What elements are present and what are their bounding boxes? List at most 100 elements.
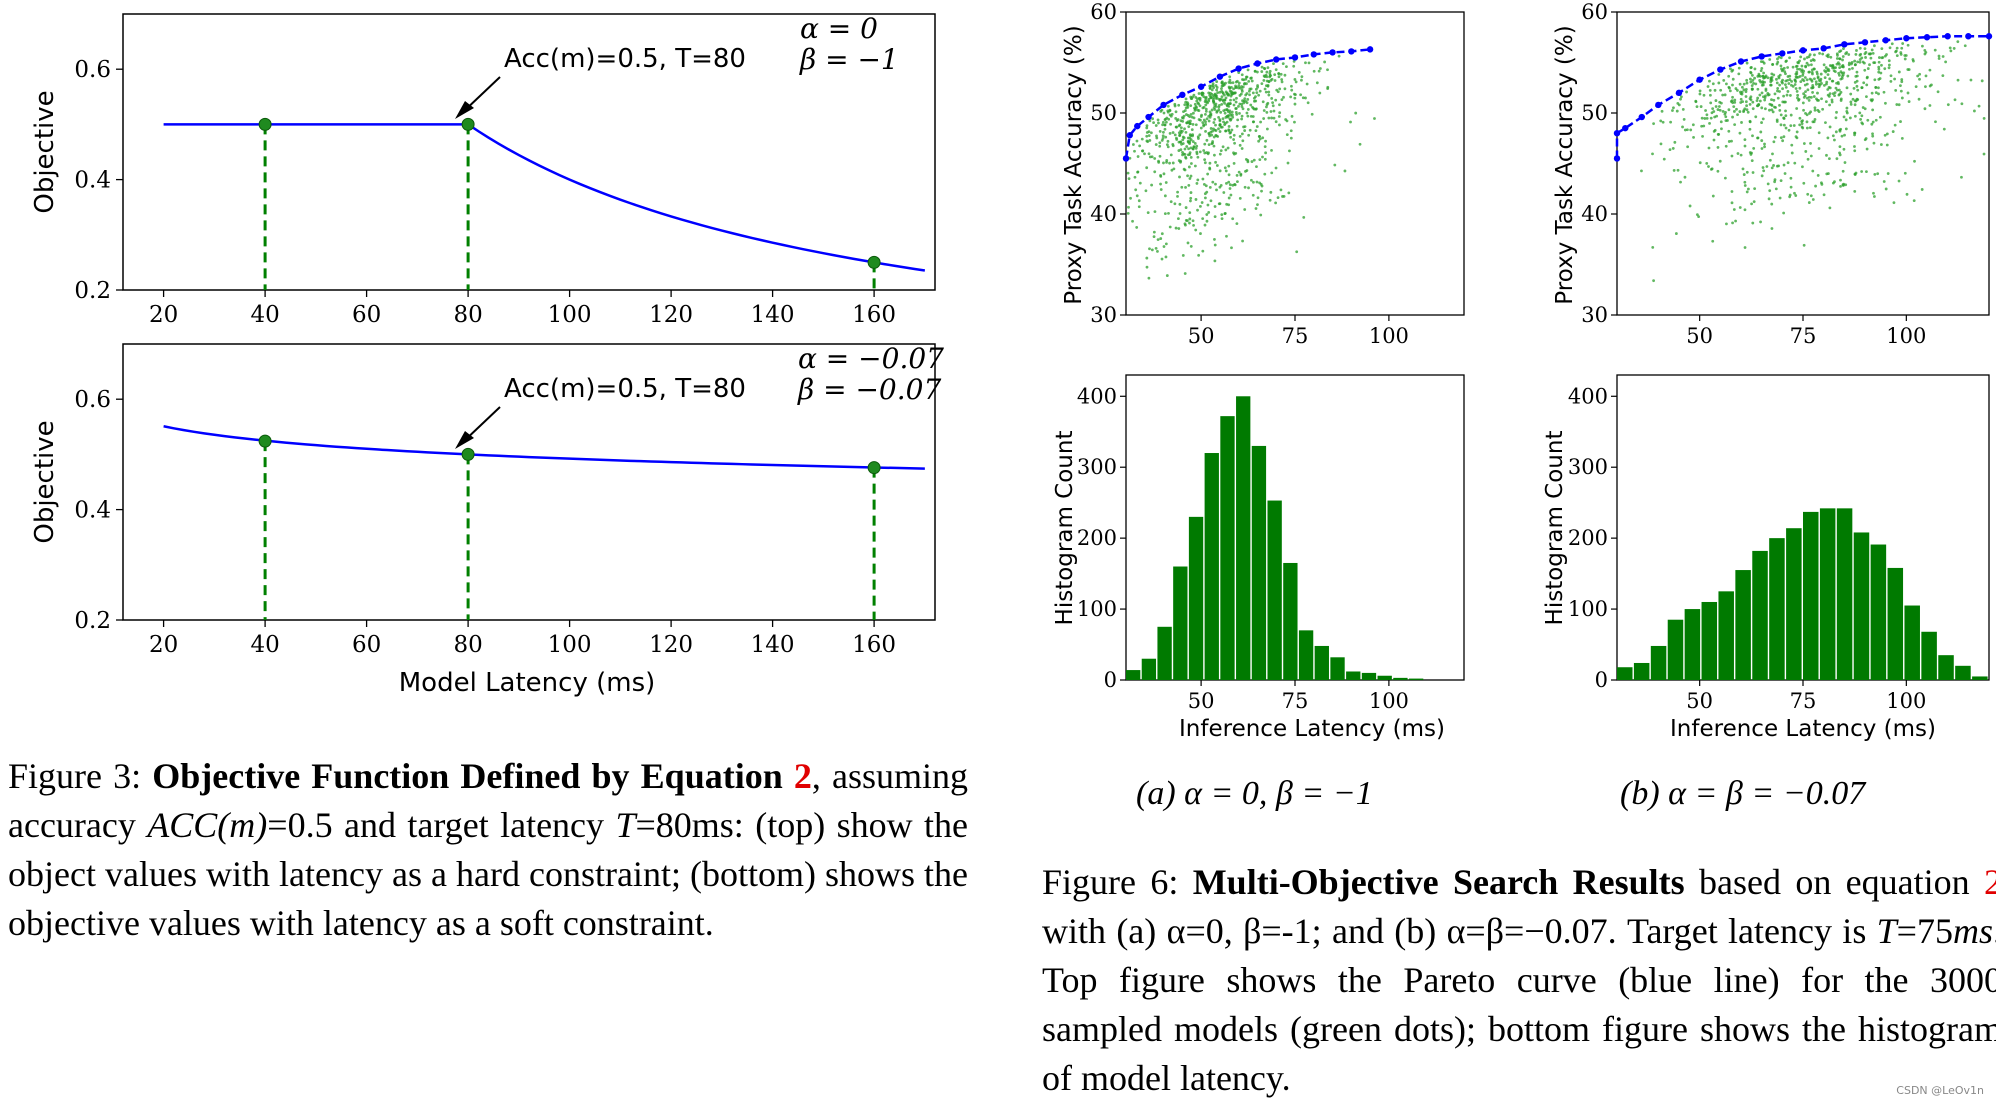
scatter-point — [1825, 172, 1829, 176]
scatter-point — [1772, 164, 1775, 167]
scatter-point — [1856, 98, 1860, 102]
histogram-bar — [1819, 508, 1836, 680]
scatter-point — [1212, 121, 1216, 124]
scatter-point — [1214, 105, 1218, 108]
scatter-point — [1851, 66, 1854, 70]
histogram-bar — [1173, 566, 1188, 680]
scatter-point — [1221, 91, 1225, 94]
scatter-point — [1795, 89, 1799, 93]
scatter-point — [1798, 116, 1802, 120]
scatter-point — [1899, 89, 1903, 93]
scatter-point — [1263, 87, 1267, 91]
scatter-point — [1867, 52, 1871, 56]
scatter-point — [1714, 105, 1718, 108]
scatter-point — [1306, 101, 1310, 105]
scatter-point — [1207, 91, 1211, 95]
scatter-point — [1187, 165, 1191, 169]
scatter-point — [1827, 69, 1831, 73]
scatter-point — [1240, 114, 1244, 118]
scatter-point — [1223, 166, 1227, 170]
scatter-point — [1907, 68, 1911, 71]
scatter-point — [1187, 147, 1191, 151]
scatter-point — [1820, 182, 1824, 186]
scatter-point — [1354, 111, 1358, 115]
scatter-point — [1791, 84, 1795, 88]
scatter-point — [1786, 161, 1790, 165]
scatter-point — [1230, 128, 1234, 132]
scatter-point — [1828, 206, 1832, 210]
scatter-point — [1725, 222, 1728, 226]
scatter-point — [1778, 108, 1782, 112]
scatter-point — [1853, 172, 1857, 176]
scatter-point — [1245, 101, 1249, 105]
scatter-point — [1733, 123, 1737, 127]
scatter-point — [1195, 182, 1199, 185]
scatter-point — [1737, 66, 1741, 70]
scatter-point — [1745, 170, 1749, 174]
scatter-point — [1793, 191, 1796, 195]
scatter-point — [1243, 129, 1247, 132]
scatter-point — [1137, 199, 1141, 203]
scatter-point — [1302, 215, 1306, 219]
scatter-point — [1750, 159, 1754, 163]
scatter-point — [1203, 161, 1207, 165]
scatter-point — [1274, 120, 1278, 124]
scatter-point — [1228, 187, 1232, 190]
scatter-point — [1884, 101, 1887, 105]
scatter-point — [1215, 110, 1219, 114]
pareto-point — [1366, 46, 1374, 53]
scatter-point — [1202, 149, 1206, 152]
scatter-point — [1162, 111, 1166, 115]
scatter-point — [1866, 118, 1870, 122]
scatter-point — [1186, 136, 1190, 140]
scatter-point — [1212, 100, 1216, 104]
equation-ref-link[interactable]: 2 — [793, 756, 812, 796]
scatter-point — [1191, 140, 1195, 143]
scatter-point — [1156, 249, 1159, 253]
scatter-point — [1189, 191, 1193, 194]
scatter-point — [1286, 161, 1290, 165]
scatter-point — [1181, 116, 1184, 119]
scatter-point — [1283, 87, 1287, 91]
equation-ref-link[interactable]: 2 — [1983, 862, 1996, 902]
scatter-point — [1812, 95, 1816, 98]
scatter-point — [1267, 90, 1271, 94]
scatter-point — [1878, 77, 1882, 80]
scatter-point — [1199, 232, 1202, 235]
scatter-point — [1855, 79, 1859, 83]
scatter-point — [1290, 84, 1293, 88]
scatter-point — [1188, 177, 1192, 180]
scatter-point — [1753, 76, 1756, 80]
scatter-point — [1784, 85, 1788, 89]
scatter-point — [1849, 100, 1853, 104]
scatter-point — [1232, 138, 1235, 141]
scatter-point — [1255, 180, 1259, 184]
scatter-point — [1980, 79, 1984, 83]
scatter-point — [1292, 64, 1296, 68]
x-tick-label: 50 — [1686, 324, 1713, 348]
scatter-point — [1816, 75, 1820, 79]
scatter-point — [1127, 205, 1130, 209]
scatter-point — [1771, 110, 1775, 114]
pareto-point — [1348, 48, 1355, 55]
scatter-point — [1207, 119, 1211, 123]
scatter-point — [1840, 71, 1844, 75]
scatter-point — [1145, 131, 1149, 134]
scatter-point — [1238, 196, 1242, 200]
scatter-point — [1849, 92, 1853, 96]
scatter-point — [1756, 96, 1760, 100]
scatter-point — [1202, 183, 1206, 186]
scatter-point — [1224, 116, 1228, 119]
scatter-point — [1240, 105, 1244, 109]
scatter-point — [1798, 67, 1802, 71]
scatter-point — [1171, 161, 1175, 165]
pareto-point — [1737, 58, 1745, 65]
scatter-point — [1157, 160, 1161, 164]
scatter-point — [1227, 104, 1231, 108]
scatter-point — [1249, 178, 1253, 182]
scatter-point — [1716, 169, 1720, 173]
scatter-point — [1752, 146, 1756, 150]
scatter-point — [1779, 56, 1783, 60]
scatter-point — [1213, 243, 1217, 247]
